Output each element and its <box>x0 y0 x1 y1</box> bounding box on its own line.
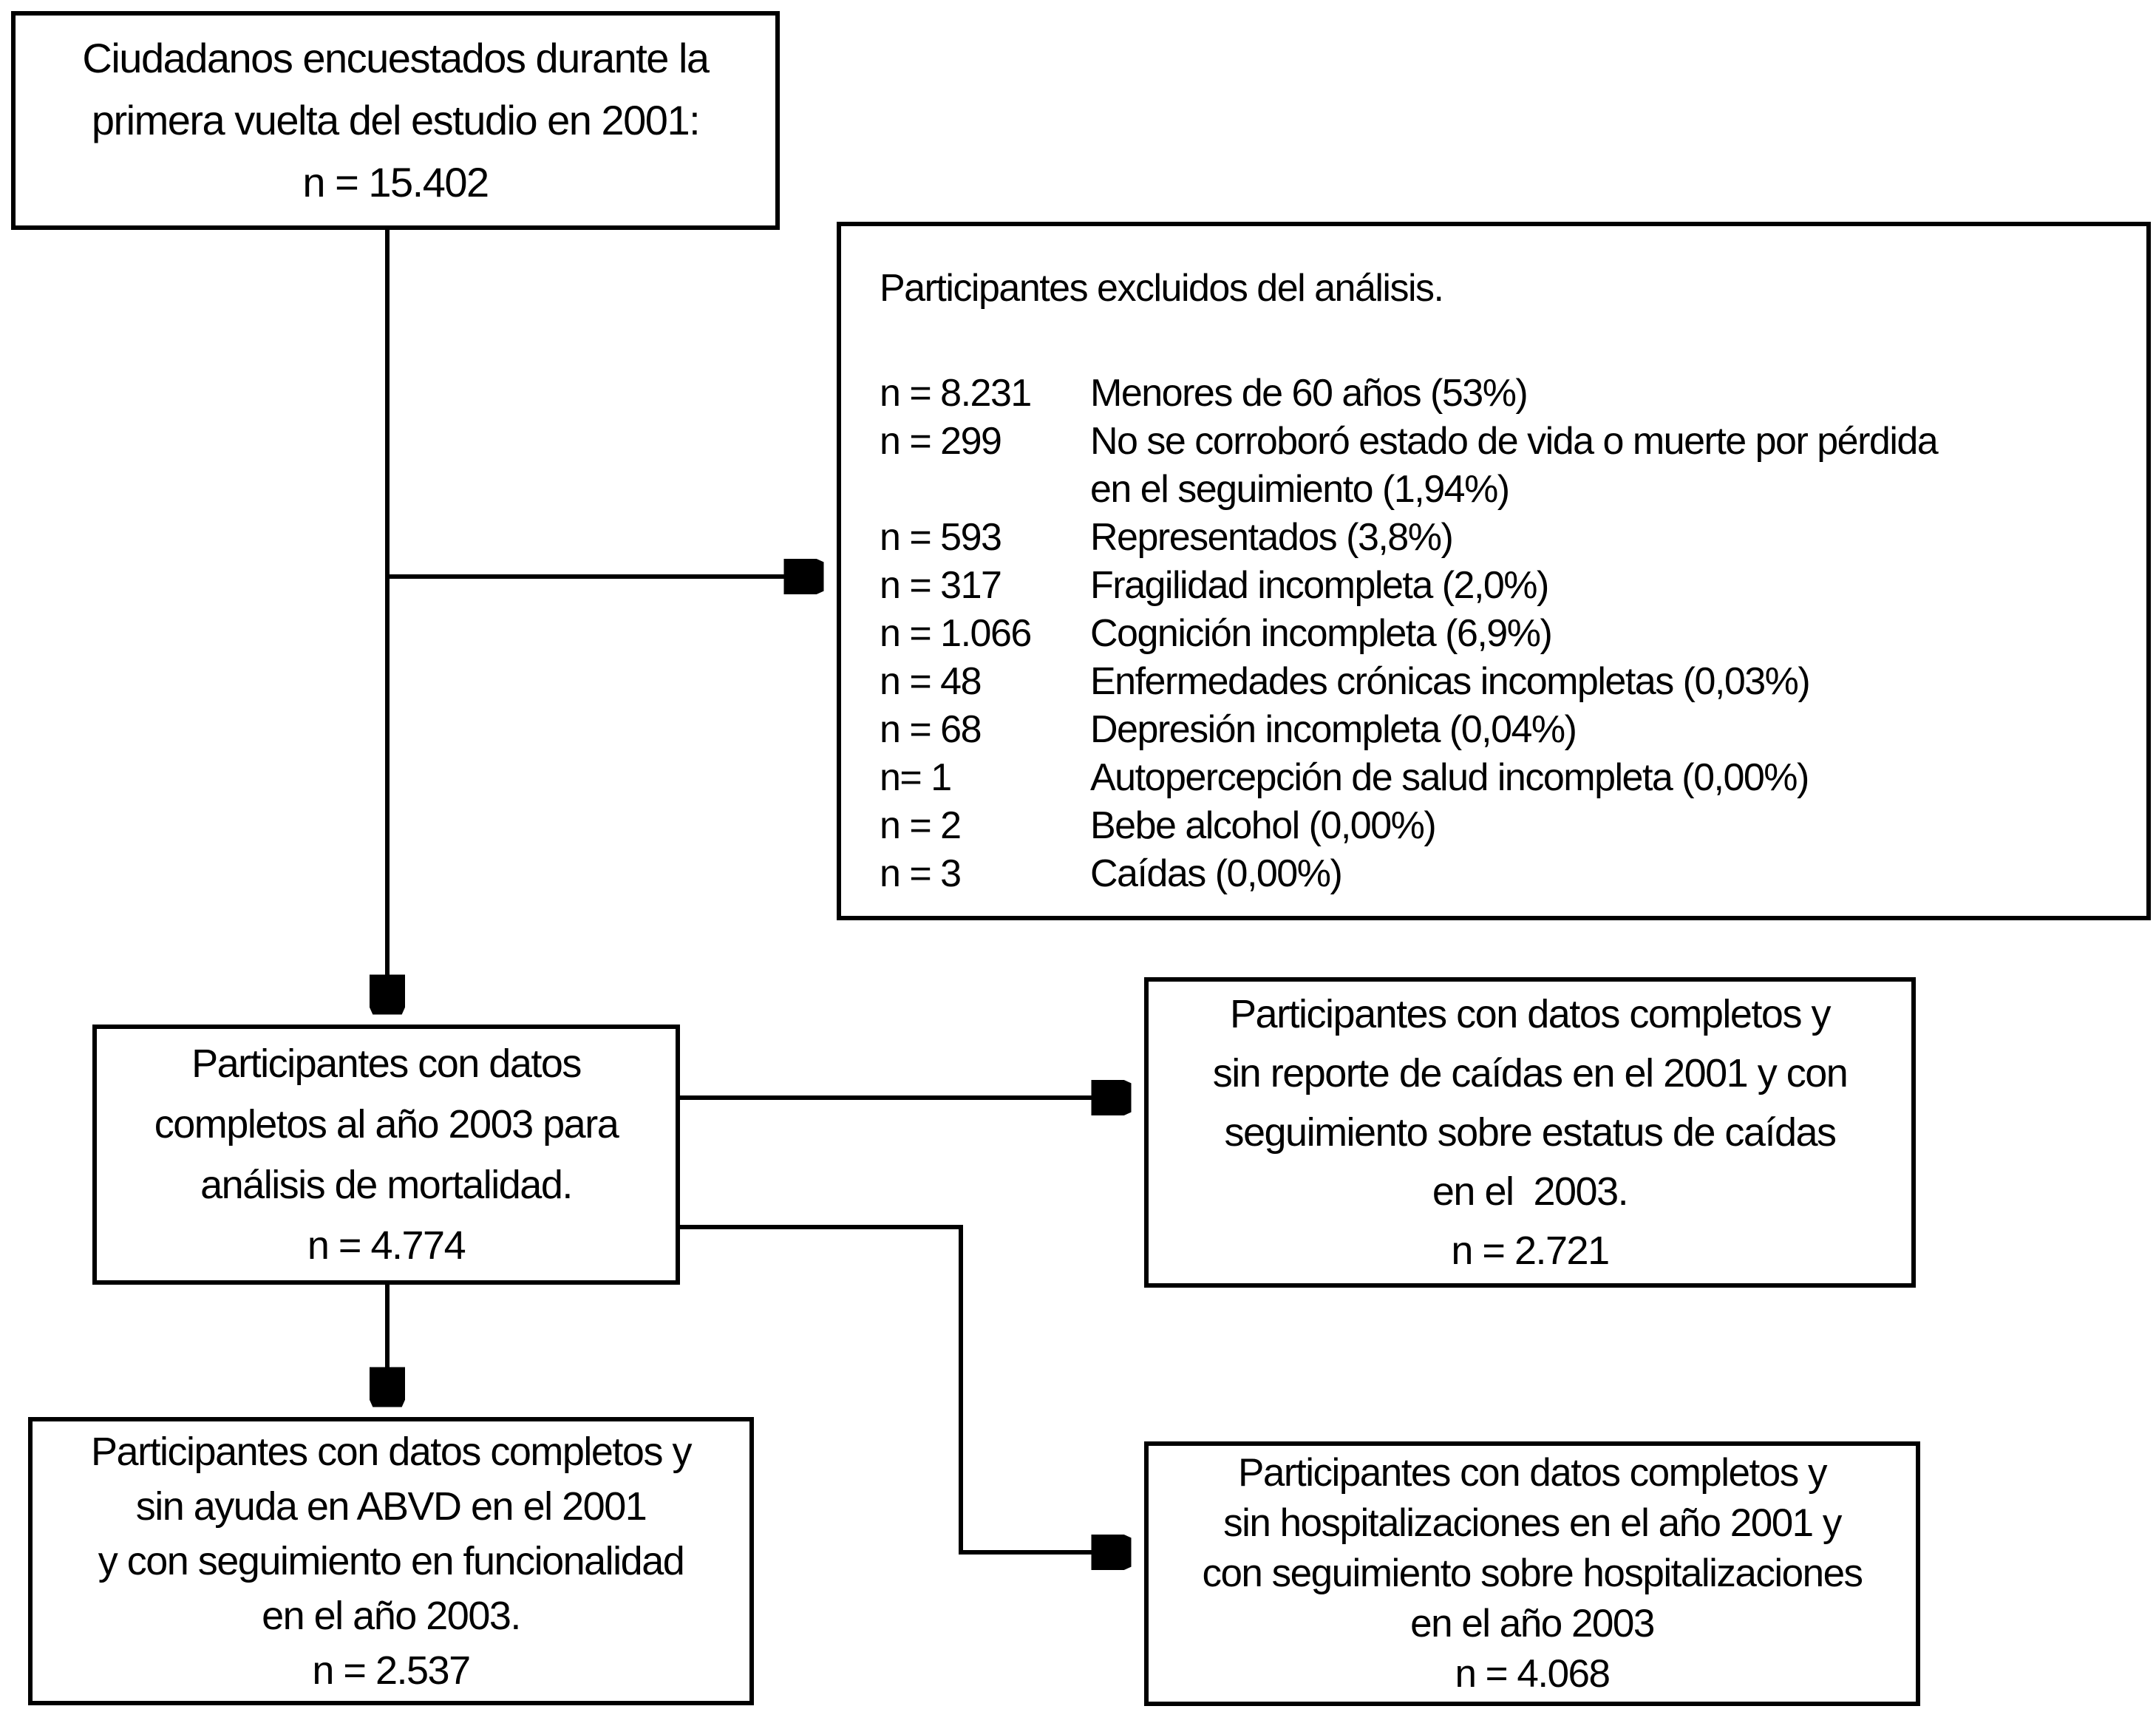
exclusion-count: n = 1.066 <box>880 612 1032 655</box>
hospitalizations-line: sin hospitalizaciones en el año 2001 y <box>1223 1501 1842 1545</box>
functionality-line: en el año 2003. <box>262 1594 521 1638</box>
excluded-box: Participantes excluidos del análisis. n … <box>837 222 2151 920</box>
falls-line: seguimiento sobre estatus de caídas <box>1224 1110 1837 1155</box>
exclusion-count: n = 3 <box>880 852 962 895</box>
exclusion-reason: Enfermedades crónicas incompletas (0,03%… <box>1090 660 1811 703</box>
mortality-line: análisis de mortalidad. <box>200 1163 573 1207</box>
exclusion-reason: Cognición incompleta (6,9%) <box>1090 612 1553 655</box>
exclusion-reason: Representados (3,8%) <box>1090 516 1454 559</box>
hospitalizations-line: Participantes con datos completos y <box>1238 1451 1827 1495</box>
exclusion-reason: Menores de 60 años (53%) <box>1090 372 1528 415</box>
exclusion-count: n = 2 <box>880 804 962 847</box>
hospitalizations-box: Participantes con datos completos y sin … <box>1144 1441 1920 1706</box>
exclusion-count: n = 48 <box>880 660 982 703</box>
surveyed-line: Ciudadanos encuestados durante la <box>82 35 710 81</box>
falls-line: en el 2003. <box>1432 1169 1629 1214</box>
exclusion-count: n= 1 <box>880 756 952 799</box>
exclusion-count: n = 299 <box>880 420 1002 463</box>
exclusion-reason: Caídas (0,00%) <box>1090 852 1343 895</box>
functionality-box: Participantes con datos completos y sin … <box>28 1417 754 1705</box>
exclusion-count: n = 593 <box>880 516 1002 559</box>
exclusion-count: n = 8.231 <box>880 372 1032 415</box>
mortality-line: Participantes con datos <box>191 1042 582 1086</box>
exclusion-reason: Bebe alcohol (0,00%) <box>1090 804 1437 847</box>
functionality-line: y con seguimiento en funcionalidad <box>98 1539 685 1583</box>
exclusion-count: n = 68 <box>880 708 982 751</box>
functionality-line: sin ayuda en ABVD en el 2001 <box>135 1484 647 1529</box>
falls-line: sin reporte de caídas en el 2001 y con <box>1212 1051 1849 1095</box>
hospitalizations-line: con seguimiento sobre hospitalizaciones <box>1202 1552 1863 1595</box>
surveyed-box: Ciudadanos encuestados durante la primer… <box>11 11 780 230</box>
exclusion-reason: Fragilidad incompleta (2,0%) <box>1090 564 1549 607</box>
mortality-count: n = 4.774 <box>307 1223 466 1268</box>
mortality-line: completos al año 2003 para <box>154 1102 619 1146</box>
functionality-count: n = 2.537 <box>312 1648 471 1693</box>
mortality-box: Participantes con datos completos al año… <box>92 1025 680 1285</box>
falls-box: Participantes con datos completos y sin … <box>1144 977 1916 1288</box>
functionality-line: Participantes con datos completos y <box>91 1430 692 1474</box>
excluded-list: n = 8.231 Menores de 60 años (53%) n = 2… <box>880 370 2124 898</box>
exclusion-reason: Autopercepción de salud incompleta (0,00… <box>1090 756 1809 799</box>
hospitalizations-count: n = 4.068 <box>1455 1652 1611 1696</box>
exclusion-count: n = 317 <box>880 564 1002 607</box>
falls-count: n = 2.721 <box>1451 1229 1610 1273</box>
falls-line: Participantes con datos completos y <box>1230 992 1831 1036</box>
exclusion-reason: No se corroboró estado de vida o muerte … <box>1090 420 1939 511</box>
surveyed-count: n = 15.402 <box>302 159 489 205</box>
excluded-title: Participantes excluidos del análisis. <box>880 267 1444 310</box>
hospitalizations-line: en el año 2003 <box>1410 1602 1655 1645</box>
exclusion-reason: Depresión incompleta (0,04%) <box>1090 708 1577 751</box>
surveyed-line: primera vuelta del estudio en 2001: <box>91 97 701 143</box>
